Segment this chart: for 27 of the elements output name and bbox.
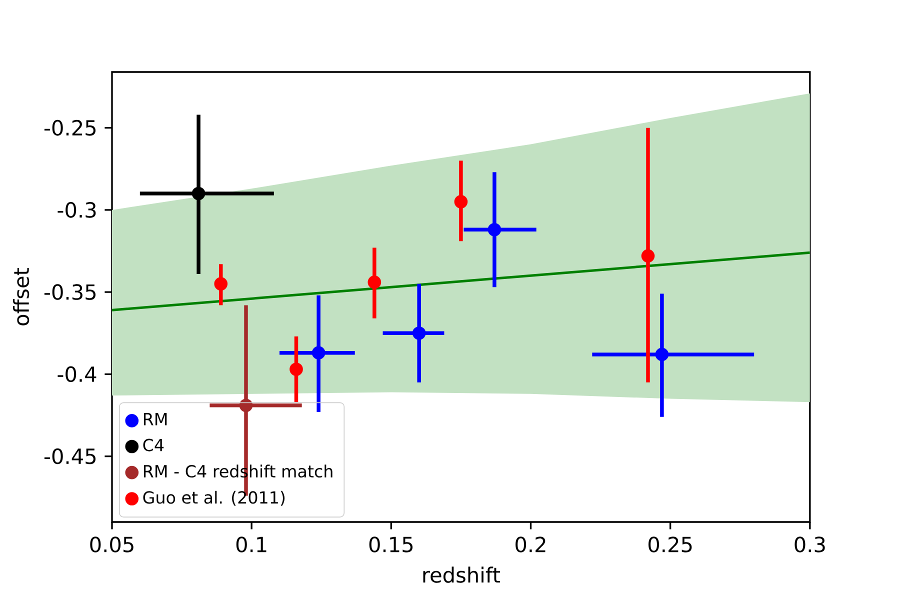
- point: [214, 277, 228, 291]
- x-tick-label: 0.15: [369, 536, 413, 552]
- x-tick-label: 0.3: [794, 536, 825, 552]
- point: [488, 222, 502, 236]
- point: [290, 362, 303, 376]
- y-axis-title: offset: [12, 268, 30, 326]
- legend-label: Guo et al. (2011): [143, 490, 285, 506]
- legend-label: RM: [144, 413, 167, 426]
- point: [368, 276, 382, 289]
- point: [655, 348, 669, 362]
- point: [312, 346, 326, 360]
- y-tick-label: -0.45: [44, 448, 96, 464]
- point: [192, 186, 206, 200]
- y-tick-label: -0.35: [44, 284, 96, 300]
- x-tick-label: 0.05: [90, 536, 134, 552]
- y-tick-label: -0.3: [58, 202, 96, 218]
- point: [454, 195, 468, 208]
- x-tick-label: 0.1: [236, 536, 266, 552]
- y-tick-label: -0.25: [44, 120, 96, 136]
- y-tick-label: -0.4: [58, 366, 96, 382]
- x-tick-label: 0.25: [648, 536, 692, 552]
- x-axis-title: redshift: [423, 566, 500, 583]
- legend-label: C4: [143, 438, 164, 452]
- point: [641, 249, 655, 263]
- point: [412, 326, 426, 340]
- point: [239, 398, 253, 412]
- x-tick-label: 0.2: [516, 536, 546, 552]
